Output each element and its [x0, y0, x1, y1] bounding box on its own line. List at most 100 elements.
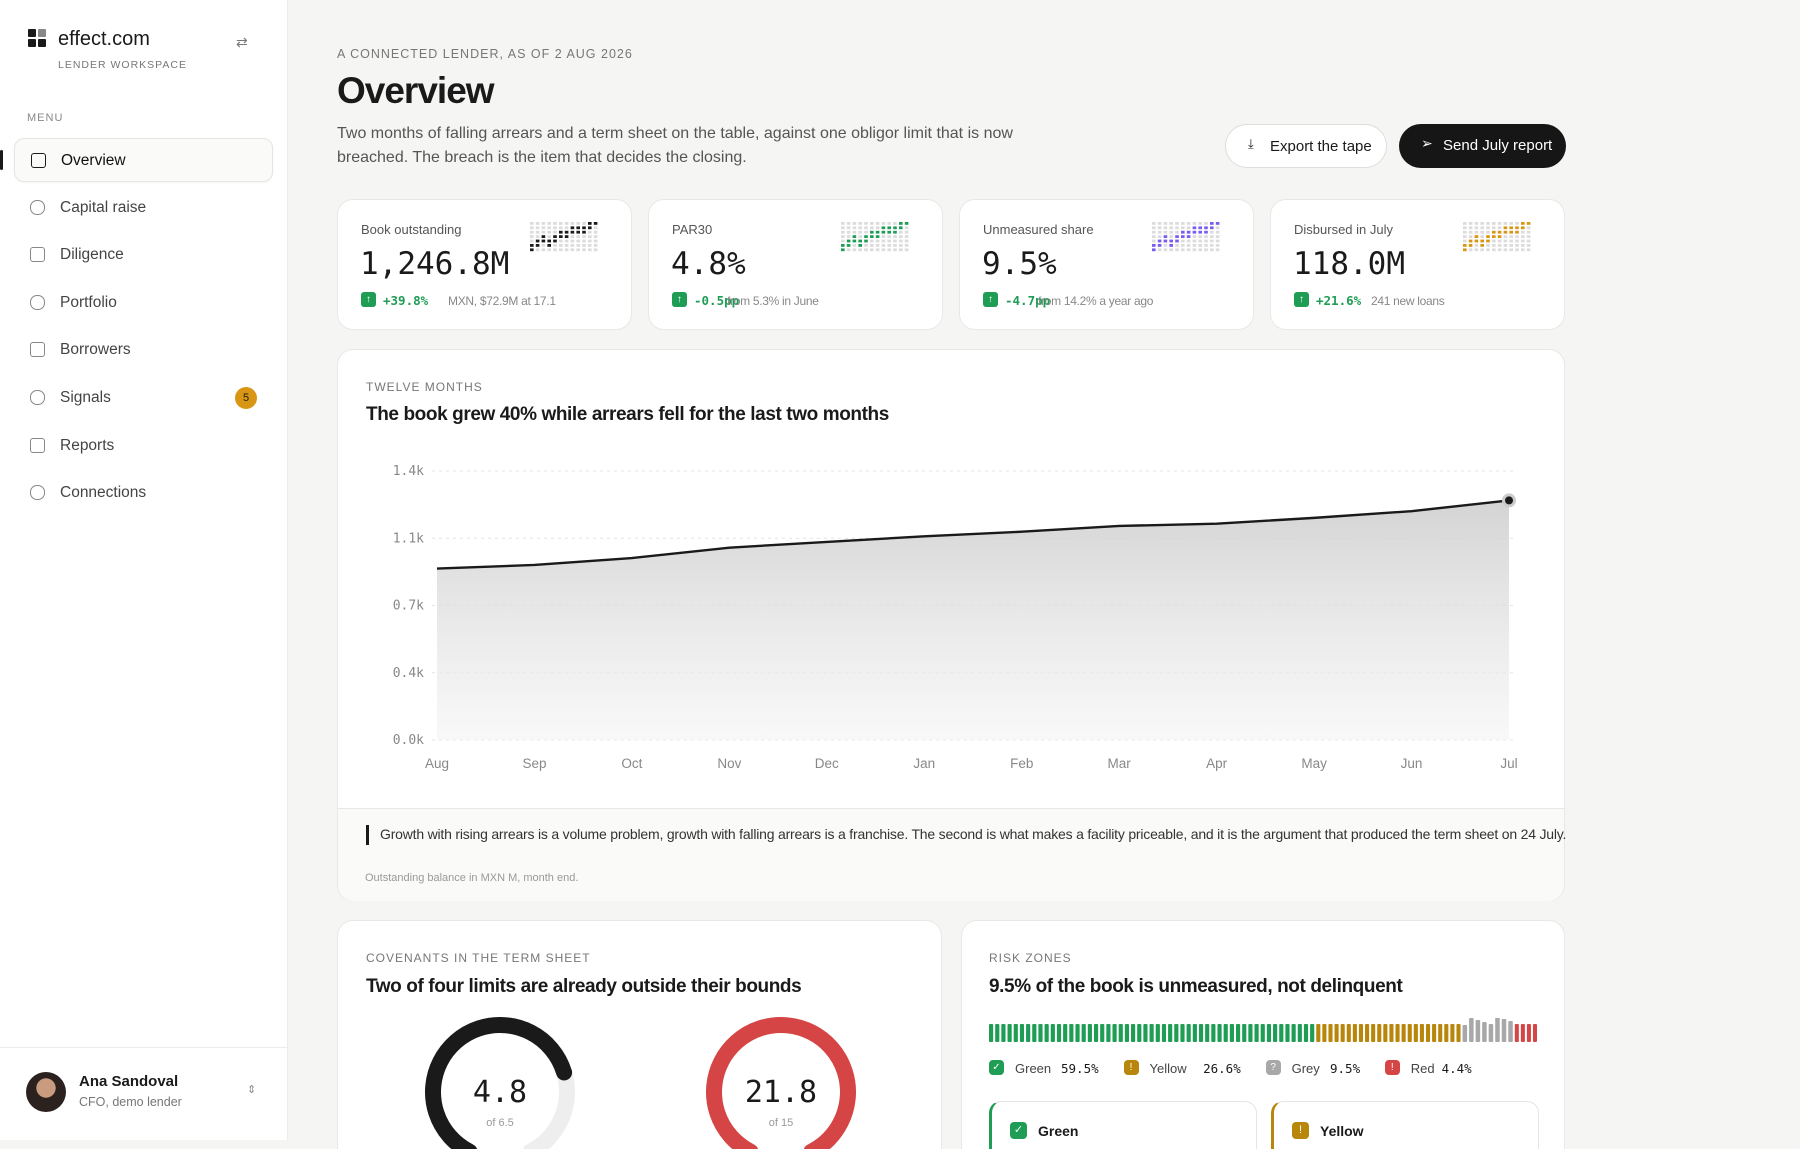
sparkline-dot — [1509, 239, 1513, 243]
menu-item[interactable]: Borrowers — [14, 328, 273, 372]
risk-tick — [1310, 1024, 1315, 1042]
menu-icon — [30, 294, 45, 310]
menu-item[interactable]: Overview — [14, 138, 273, 182]
sparkline-dot — [852, 230, 857, 234]
sparkline-dot — [1492, 244, 1496, 247]
risk-card: RISK ZONES 9.5% of the book is unmeasured… — [961, 920, 1565, 1149]
sparkline-dot — [858, 248, 862, 252]
send-icon: ➢ — [1421, 135, 1433, 151]
menu-item[interactable]: Connections — [14, 471, 273, 515]
sparkline-dot — [864, 244, 868, 247]
sparkline-dot — [1192, 244, 1197, 247]
menu-item[interactable]: Diligence — [14, 233, 273, 277]
user-name: Ana Sandoval — [79, 1073, 179, 1090]
sparkline-dot — [1486, 235, 1490, 238]
sparkline-dot — [1152, 244, 1156, 247]
button-label: Export the tape — [1270, 138, 1372, 155]
risk-tick — [1328, 1024, 1333, 1042]
kpi-value: 4.8% — [671, 246, 746, 282]
x-tick-label: Jun — [1401, 756, 1423, 771]
risk-tick — [1469, 1018, 1474, 1042]
risk-tick — [1273, 1024, 1278, 1042]
sparkline-dot — [1526, 235, 1531, 238]
chart-eyebrow: TWELVE MONTHS — [366, 380, 483, 394]
menu-item[interactable]: Signals 5 — [14, 376, 273, 420]
sparkline-dot — [899, 248, 903, 252]
sparkline-dot — [841, 226, 845, 230]
risk-tick — [1266, 1024, 1272, 1042]
sparkline-dot — [1163, 230, 1168, 234]
kpi-card: Book outstanding 1,246.8M ↑ +39.8% MXN, $72.… — [337, 199, 632, 330]
sparkline-dot — [1515, 235, 1519, 238]
sparkline-dot — [1186, 230, 1191, 234]
sparkline-dot — [1198, 239, 1202, 243]
sparkline-dot — [1468, 235, 1473, 238]
menu-badge: 5 — [235, 387, 257, 409]
gauge-limit: of 6.5 — [486, 1117, 514, 1129]
sparkline-dot — [1152, 230, 1156, 234]
sparkline-dot — [1474, 244, 1479, 247]
sparkline-dot — [846, 230, 851, 234]
kpi-card: Disbursed in July 118.0M ↑ +21.6% 241 new lo… — [1270, 199, 1565, 330]
x-tick-label: Mar — [1108, 756, 1132, 771]
legend-icon: ! — [1123, 1060, 1139, 1075]
sparkline-dot — [1215, 239, 1220, 243]
gauge-value: 4.8 — [473, 1075, 527, 1110]
sparkline-dot — [881, 235, 886, 238]
sparkline-dot — [553, 248, 557, 252]
sparkline-dot — [535, 248, 540, 252]
risk-bar — [989, 1018, 1537, 1042]
risk-tick — [1050, 1024, 1055, 1042]
switch-icon[interactable]: ⇄ — [236, 34, 248, 50]
sparkline-dot — [559, 248, 563, 252]
send-report-button[interactable]: ➢ Send July report — [1399, 124, 1566, 168]
legend-icon: ? — [1265, 1060, 1281, 1075]
risk-tick — [1432, 1024, 1437, 1042]
sparkline-dot — [1486, 239, 1490, 243]
x-tick-label: Feb — [1010, 756, 1033, 771]
menu-icon — [30, 342, 45, 358]
sparkline-dot — [588, 226, 592, 230]
sparkline-dot — [593, 235, 598, 238]
sparkline-dot — [852, 226, 857, 230]
risk-tick — [1248, 1024, 1253, 1042]
area — [437, 500, 1509, 740]
risk-tick — [1112, 1024, 1117, 1042]
kpi-note: 241 new loans — [1371, 294, 1445, 308]
sparkline-dot — [864, 248, 868, 252]
sparkline-dot — [1204, 230, 1208, 234]
last-point — [1505, 496, 1513, 505]
sparkline-dot — [553, 244, 557, 247]
risk-tick — [1407, 1024, 1412, 1042]
menu-item[interactable]: Reports — [14, 424, 273, 468]
sparkline-dot — [893, 226, 897, 230]
sparkline-dot — [864, 222, 868, 225]
kpi-label: Book outstanding — [361, 222, 462, 237]
sparkline-dot — [1515, 222, 1519, 225]
risk-tick — [1291, 1024, 1296, 1042]
sparkline-dot — [870, 226, 874, 230]
sparkline-dot — [1163, 248, 1168, 252]
sparkline-dot — [899, 230, 903, 234]
risk-tick — [1168, 1024, 1173, 1042]
sparkline-dot — [1169, 222, 1173, 225]
sparkline-dot — [1157, 235, 1162, 238]
sparkline-dot — [530, 239, 534, 243]
sparkline-dot — [1509, 222, 1513, 225]
sparkline-dot — [1503, 239, 1508, 243]
menu-item[interactable]: Portfolio — [14, 281, 273, 325]
user-menu-toggle[interactable]: ⇕ — [247, 1084, 257, 1096]
sparkline-dot — [1175, 239, 1179, 243]
sparkline-dot — [1480, 226, 1484, 230]
menu-item[interactable]: Capital raise — [14, 186, 273, 230]
sparkline-dot — [588, 230, 592, 234]
eyebrow: A CONNECTED LENDER, AS OF 2 AUG 2026 — [337, 47, 633, 61]
export-button[interactable]: ⤓ Export the tape — [1225, 124, 1387, 168]
sparkline-dot — [893, 248, 897, 252]
legend-icon: ✓ — [989, 1060, 1004, 1075]
sparkline-dot — [564, 230, 569, 234]
risk-tick — [1081, 1024, 1086, 1042]
x-tick-label: Aug — [425, 756, 449, 771]
sparkline-dot — [899, 226, 903, 230]
risk-tick — [1069, 1024, 1074, 1042]
